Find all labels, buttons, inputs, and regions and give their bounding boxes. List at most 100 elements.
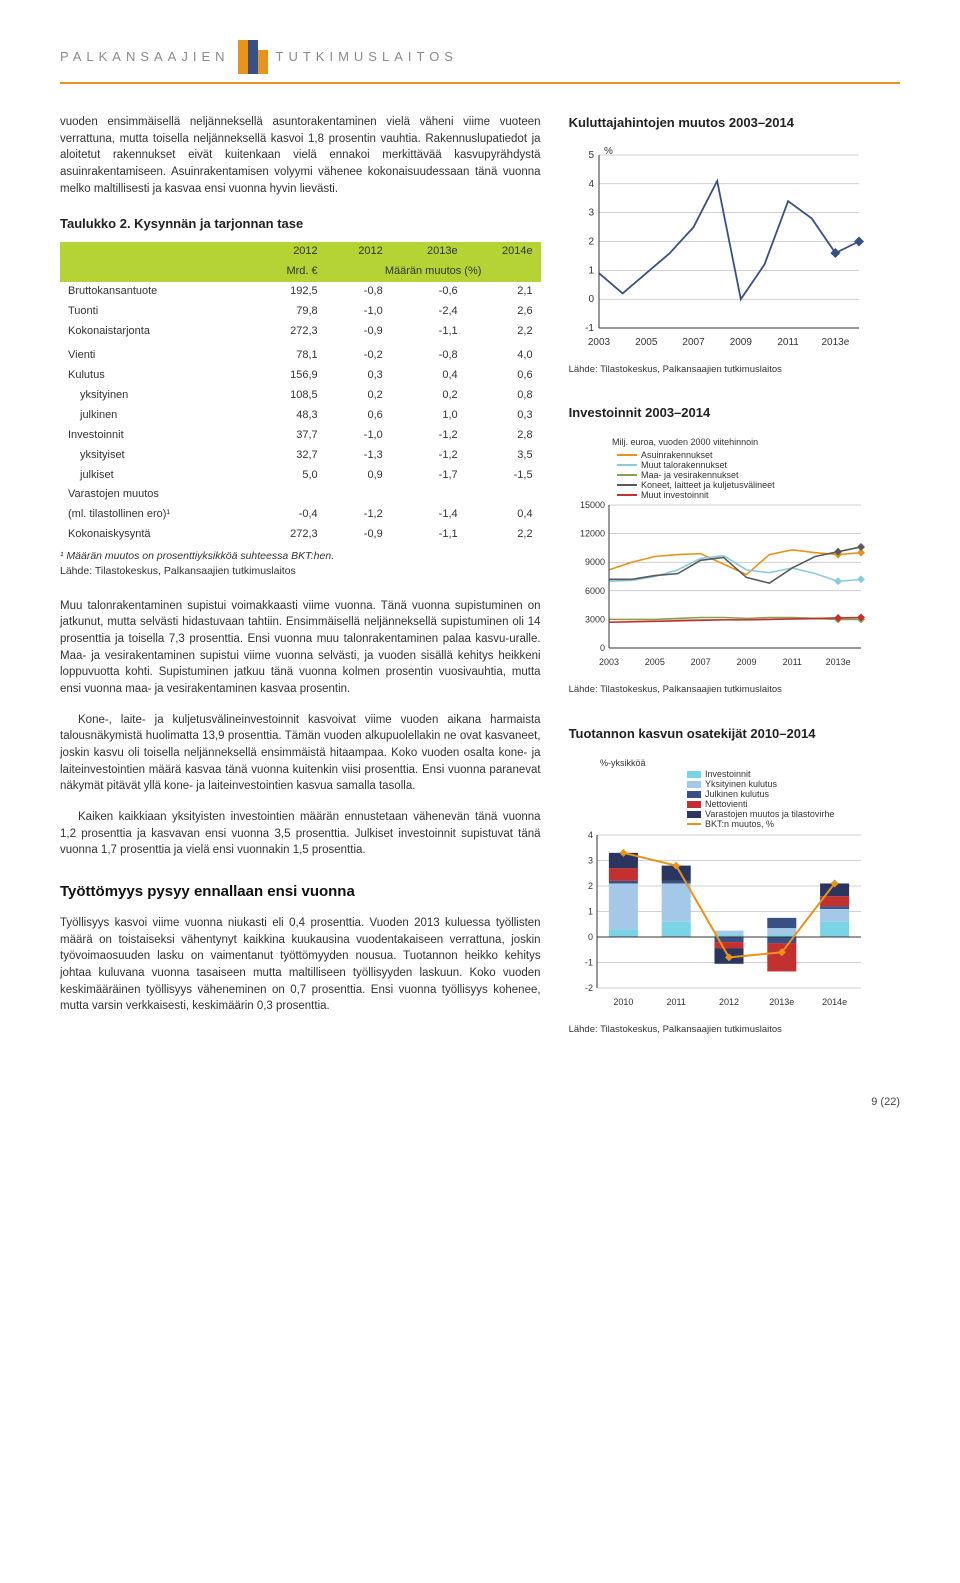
svg-text:2007: 2007 — [690, 657, 710, 667]
svg-text:2011: 2011 — [666, 997, 685, 1007]
row-value: -1,2 — [391, 426, 466, 446]
row-value: 0,4 — [391, 366, 466, 386]
svg-text:Investoinnit: Investoinnit — [705, 769, 751, 779]
table-row: Kulutus156,90,30,40,6 — [60, 366, 541, 386]
row-value: 0,6 — [466, 366, 541, 386]
svg-text:2009: 2009 — [736, 657, 756, 667]
row-value: 2,1 — [466, 282, 541, 302]
svg-text:-1: -1 — [585, 323, 594, 334]
row-value: 108,5 — [250, 386, 326, 406]
table-row: Varastojen muutos — [60, 485, 541, 505]
row-value: -0,6 — [391, 282, 466, 302]
row-value: 0,6 — [326, 406, 391, 426]
chart3-box: Tuotannon kasvun osatekijät 2010–2014 %-… — [569, 725, 900, 1037]
svg-text:2007: 2007 — [682, 337, 705, 348]
paragraph-4: Kaiken kaikkiaan yksityisten investointi… — [60, 809, 541, 859]
row-value: 0,8 — [466, 386, 541, 406]
row-value: -0,2 — [326, 346, 391, 366]
row-value: 78,1 — [250, 346, 326, 366]
svg-text:2009: 2009 — [729, 337, 752, 348]
header-rule — [60, 82, 900, 84]
svg-text:Milj. euroa, vuoden 2000 viite: Milj. euroa, vuoden 2000 viitehinnoin — [612, 437, 758, 447]
svg-text:2012: 2012 — [719, 997, 739, 1007]
svg-text:2013e: 2013e — [769, 997, 794, 1007]
svg-text:1: 1 — [588, 265, 594, 276]
table-row: Kokonaiskysyntä272,3-0,9-1,12,2 — [60, 525, 541, 545]
row-label: yksityinen — [60, 386, 250, 406]
chart1-box: Kuluttajahintojen muutos 2003–2014 -1 0 1 2… — [569, 114, 900, 376]
table-row: julkiset5,00,9-1,7-1,5 — [60, 466, 541, 486]
row-value: -1,4 — [391, 505, 466, 525]
row-value: 0,3 — [466, 406, 541, 426]
svg-text:2005: 2005 — [635, 337, 658, 348]
svg-text:15000: 15000 — [580, 500, 605, 510]
svg-text:2013e: 2013e — [825, 657, 850, 667]
row-value: -0,9 — [326, 322, 391, 342]
chart2-box: Investoinnit 2003–2014 Milj. euroa, vuod… — [569, 404, 900, 696]
row-label: Tuonti — [60, 302, 250, 322]
th-2014e: 2014e — [466, 242, 541, 262]
table-row: Investoinnit37,7-1,0-1,22,8 — [60, 426, 541, 446]
row-value: -1,1 — [391, 322, 466, 342]
row-label: (ml. tilastollinen ero)¹ — [60, 505, 250, 525]
table2-subheader-row: Mrd. € Määrän muutos (%) — [60, 262, 541, 282]
row-value: 79,8 — [250, 302, 326, 322]
row-label: Bruttokansantuote — [60, 282, 250, 302]
paragraph-1: vuoden ensimmäisellä neljänneksellä asun… — [60, 114, 541, 197]
row-label: yksityiset — [60, 446, 250, 466]
chart3-source: Lähde: Tilastokeskus, Palkansaajien tutk… — [569, 1023, 900, 1037]
header-right: TUTKIMUSLAITOS — [276, 48, 458, 67]
row-value: 2,8 — [466, 426, 541, 446]
th-2012b: 2012 — [326, 242, 391, 262]
side-column: Kuluttajahintojen muutos 2003–2014 -1012… — [569, 114, 900, 1065]
svg-text:6000: 6000 — [585, 586, 605, 596]
svg-text:12000: 12000 — [580, 529, 605, 539]
chart2-source: Lähde: Tilastokeskus, Palkansaajien tutk… — [569, 683, 900, 697]
svg-text:2005: 2005 — [644, 657, 664, 667]
row-value: 272,3 — [250, 322, 326, 342]
chart1-title: Kuluttajahintojen muutos 2003–2014 — [569, 114, 900, 133]
row-value: 2,6 — [466, 302, 541, 322]
svg-text:4: 4 — [588, 830, 593, 840]
row-label: julkinen — [60, 406, 250, 426]
table2: 2012 2012 2013e 2014e Mrd. € Määrän muut… — [60, 242, 541, 545]
row-value: 37,7 — [250, 426, 326, 446]
header: PALKANSAAJIEN TUTKIMUSLAITOS — [60, 40, 900, 74]
svg-text:0: 0 — [588, 294, 594, 305]
svg-text:0: 0 — [600, 643, 605, 653]
main-column: vuoden ensimmäisellä neljänneksellä asun… — [60, 114, 541, 1065]
svg-text:BKT:n muutos, %: BKT:n muutos, % — [705, 819, 774, 829]
row-label: julkiset — [60, 466, 250, 486]
svg-text:Maa- ja vesirakennukset: Maa- ja vesirakennukset — [641, 470, 739, 480]
row-value: 3,5 — [466, 446, 541, 466]
svg-text:2013e: 2013e — [821, 337, 849, 348]
svg-text:2011: 2011 — [782, 657, 801, 667]
svg-text:Koneet, laitteet ja kuljetusvä: Koneet, laitteet ja kuljetusvälineet — [641, 480, 775, 490]
row-value: 1,0 — [391, 406, 466, 426]
svg-text:%-yksikköä: %-yksikköä — [600, 758, 646, 768]
svg-text:2003: 2003 — [599, 657, 619, 667]
table2-source: Lähde: Tilastokeskus, Palkansaajien tutk… — [60, 564, 541, 579]
svg-text:2010: 2010 — [613, 997, 633, 1007]
row-value: 5,0 — [250, 466, 326, 486]
row-label: Kokonaiskysyntä — [60, 525, 250, 545]
svg-text:2003: 2003 — [587, 337, 610, 348]
row-value: -0,4 — [250, 505, 326, 525]
svg-text:9000: 9000 — [585, 557, 605, 567]
th-2013e: 2013e — [391, 242, 466, 262]
row-label: Investoinnit — [60, 426, 250, 446]
svg-text:Muut investoinnit: Muut investoinnit — [641, 490, 709, 500]
row-value: -1,2 — [391, 446, 466, 466]
row-value: -2,4 — [391, 302, 466, 322]
svg-text:%: % — [604, 146, 613, 157]
row-value: -1,2 — [326, 505, 391, 525]
table-row: Vienti78,1-0,2-0,84,0 — [60, 346, 541, 366]
chart1-svg: -1012345200320052007200920112013e% — [569, 143, 869, 353]
svg-text:2011: 2011 — [777, 337, 799, 348]
table-row: (ml. tilastollinen ero)¹-0,4-1,2-1,40,4 — [60, 505, 541, 525]
table-row: Tuonti79,8-1,0-2,42,6 — [60, 302, 541, 322]
svg-text:Asuinrakennukset: Asuinrakennukset — [641, 450, 713, 460]
svg-text:2: 2 — [588, 236, 594, 247]
row-value: 32,7 — [250, 446, 326, 466]
row-value: -0,8 — [391, 346, 466, 366]
